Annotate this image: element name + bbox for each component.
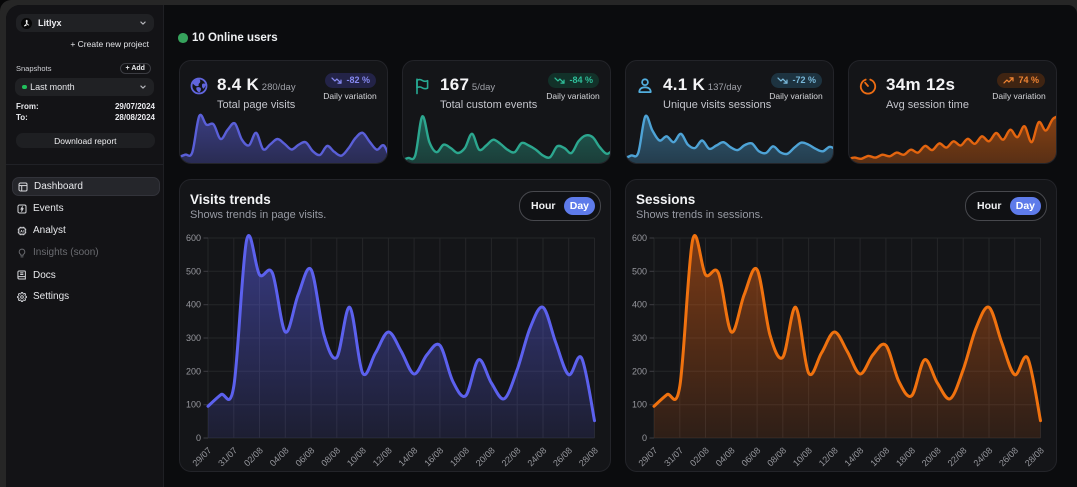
svg-text:500: 500 <box>186 266 201 276</box>
svg-text:04/08: 04/08 <box>714 445 737 468</box>
svg-text:08/08: 08/08 <box>765 445 788 468</box>
svg-text:200: 200 <box>186 366 201 376</box>
svg-text:04/08: 04/08 <box>268 445 291 468</box>
svg-text:29/07: 29/07 <box>636 445 659 468</box>
svg-text:600: 600 <box>186 233 201 243</box>
svg-text:16/08: 16/08 <box>868 445 891 468</box>
svg-text:10/08: 10/08 <box>345 445 368 468</box>
svg-text:14/08: 14/08 <box>397 445 420 468</box>
svg-text:100: 100 <box>186 400 201 410</box>
svg-text:400: 400 <box>186 300 201 310</box>
svg-text:18/08: 18/08 <box>894 445 917 468</box>
svg-text:400: 400 <box>632 300 647 310</box>
svg-text:10/08: 10/08 <box>791 445 814 468</box>
svg-text:24/08: 24/08 <box>971 445 994 468</box>
svg-text:02/08: 02/08 <box>242 445 265 468</box>
svg-text:600: 600 <box>632 233 647 243</box>
svg-text:0: 0 <box>196 433 201 443</box>
svg-text:24/08: 24/08 <box>525 445 548 468</box>
svg-text:22/08: 22/08 <box>946 445 969 468</box>
svg-text:200: 200 <box>632 366 647 376</box>
svg-text:14/08: 14/08 <box>843 445 866 468</box>
svg-text:12/08: 12/08 <box>371 445 394 468</box>
svg-text:AI: AI <box>20 229 24 233</box>
svg-text:06/08: 06/08 <box>294 445 317 468</box>
svg-text:20/08: 20/08 <box>920 445 943 468</box>
svg-text:20/08: 20/08 <box>474 445 497 468</box>
svg-text:300: 300 <box>632 333 647 343</box>
svg-text:12/08: 12/08 <box>817 445 840 468</box>
svg-text:02/08: 02/08 <box>688 445 711 468</box>
svg-text:31/07: 31/07 <box>216 445 239 468</box>
svg-text:500: 500 <box>632 266 647 276</box>
svg-text:16/08: 16/08 <box>422 445 445 468</box>
svg-text:100: 100 <box>632 400 647 410</box>
svg-text:26/08: 26/08 <box>997 445 1020 468</box>
svg-text:08/08: 08/08 <box>319 445 342 468</box>
svg-text:0: 0 <box>642 433 647 443</box>
svg-text:06/08: 06/08 <box>740 445 763 468</box>
svg-text:300: 300 <box>186 333 201 343</box>
svg-text:29/07: 29/07 <box>190 445 213 468</box>
svg-text:28/08: 28/08 <box>577 445 600 468</box>
svg-text:26/08: 26/08 <box>551 445 574 468</box>
svg-text:18/08: 18/08 <box>448 445 471 468</box>
svg-text:28/08: 28/08 <box>1023 445 1046 468</box>
svg-text:31/07: 31/07 <box>662 445 685 468</box>
svg-text:22/08: 22/08 <box>500 445 523 468</box>
